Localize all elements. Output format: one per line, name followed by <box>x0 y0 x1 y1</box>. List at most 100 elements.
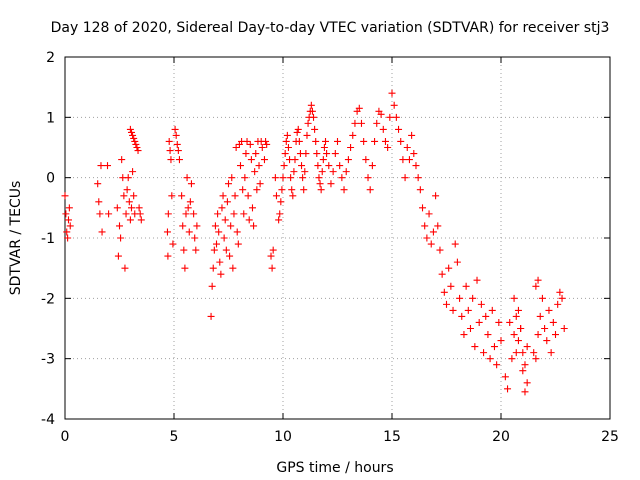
data-point <box>364 174 372 182</box>
data-point <box>129 168 137 176</box>
data-point <box>277 198 285 206</box>
data-point <box>386 113 394 121</box>
data-point <box>342 168 350 176</box>
data-point <box>344 156 352 164</box>
data-point <box>331 150 339 158</box>
data-point <box>427 240 435 248</box>
data-point <box>118 156 126 164</box>
data-point <box>66 222 74 230</box>
data-point <box>373 119 381 127</box>
data-point <box>379 125 387 133</box>
data-point <box>175 156 183 164</box>
data-point <box>315 174 323 182</box>
data-point <box>388 89 396 97</box>
data-point <box>532 355 540 363</box>
data-point <box>114 252 122 260</box>
data-point <box>556 288 564 296</box>
data-point <box>272 192 280 200</box>
data-point <box>408 131 416 139</box>
data-point <box>64 216 72 224</box>
data-point <box>368 162 376 170</box>
data-point <box>543 337 551 345</box>
data-point <box>182 210 190 218</box>
data-point <box>460 331 468 339</box>
data-point <box>362 156 370 164</box>
data-point <box>336 162 344 170</box>
data-point <box>209 264 217 272</box>
data-point <box>221 216 229 224</box>
data-point <box>419 204 427 212</box>
data-point <box>475 318 483 326</box>
data-point <box>94 180 102 188</box>
data-point <box>248 204 256 212</box>
data-point <box>236 162 244 170</box>
data-point <box>432 192 440 200</box>
data-point <box>283 131 291 139</box>
data-point <box>166 147 174 155</box>
data-point <box>405 156 413 164</box>
data-point <box>124 174 132 182</box>
data-point <box>466 325 474 332</box>
data-point <box>329 168 337 176</box>
data-point <box>179 222 187 230</box>
data-point <box>104 162 112 170</box>
data-point <box>447 282 455 290</box>
data-point <box>276 210 284 218</box>
data-point <box>211 222 219 230</box>
data-point <box>519 349 527 357</box>
data-point <box>497 337 505 345</box>
data-point <box>517 325 525 332</box>
data-point <box>349 131 357 139</box>
data-point <box>390 101 398 109</box>
data-point <box>291 156 299 164</box>
data-point <box>62 210 70 218</box>
data-point <box>355 104 363 112</box>
data-point <box>172 131 180 139</box>
data-point <box>294 125 302 133</box>
data-point <box>135 204 143 212</box>
data-point <box>510 294 518 302</box>
data-point <box>98 228 106 236</box>
data-point <box>377 110 385 118</box>
data-point <box>300 186 308 194</box>
data-point <box>312 137 320 145</box>
data-point <box>61 192 69 200</box>
data-point <box>508 355 516 363</box>
data-point <box>275 216 283 224</box>
data-point <box>229 264 237 272</box>
data-point <box>191 234 199 242</box>
data-point <box>560 325 568 332</box>
data-point <box>490 343 498 351</box>
data-point <box>216 258 224 266</box>
data-point <box>506 318 514 326</box>
data-point <box>299 174 307 182</box>
data-point <box>244 192 252 200</box>
data-point <box>123 186 131 194</box>
data-point <box>327 180 335 188</box>
data-point <box>495 318 503 326</box>
data-point <box>293 128 301 136</box>
data-point <box>230 210 238 218</box>
data-point <box>340 186 348 194</box>
x-tick-labels: 0 5 10 15 20 25 <box>61 429 619 445</box>
data-point <box>322 137 330 145</box>
data-point <box>545 306 553 314</box>
data-point <box>534 276 542 284</box>
data-point <box>484 331 492 339</box>
data-point <box>217 270 225 278</box>
data-point <box>488 306 496 314</box>
data-point <box>252 150 260 158</box>
data-point <box>501 373 509 381</box>
data-point <box>251 168 259 176</box>
data-point <box>113 204 121 212</box>
data-point <box>289 192 297 200</box>
data-point <box>469 294 477 302</box>
data-point <box>137 216 145 224</box>
data-point <box>281 150 289 158</box>
data-point <box>208 282 216 290</box>
data-point <box>183 174 191 182</box>
x-axis-label: GPS time / hours <box>276 460 393 476</box>
data-point <box>165 137 173 145</box>
data-point <box>423 234 431 242</box>
